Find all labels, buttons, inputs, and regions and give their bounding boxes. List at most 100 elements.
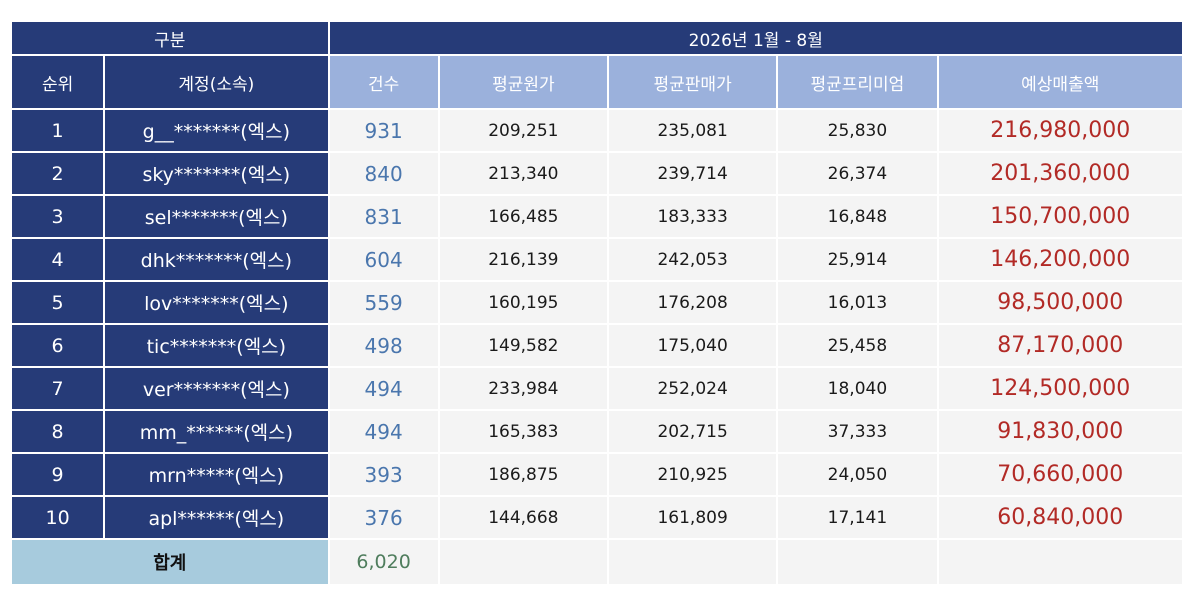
cell-avg-cost: 144,668 [439, 497, 607, 538]
cell-count: 498 [329, 325, 438, 366]
cell-count: 931 [329, 110, 438, 151]
cell-avg-price: 202,715 [608, 411, 777, 452]
cell-rank: 1 [12, 110, 104, 151]
cell-avg-price: 242,053 [608, 239, 777, 280]
total-count: 6,020 [329, 540, 438, 584]
cell-avg-price: 183,333 [608, 196, 777, 237]
cell-avg-price: 175,040 [608, 325, 777, 366]
table-row: 10 apl******(엑스) 376 144,668 161,809 17,141 60… [12, 497, 1182, 538]
cell-avg-premium: 24,050 [778, 454, 937, 495]
table-row: 2 sky*******(엑스) 840 213,340 239,714 26,374 20… [12, 153, 1182, 194]
cell-rank: 5 [12, 282, 104, 323]
total-label: 합계 [12, 540, 328, 584]
cell-account: apl******(엑스) [105, 497, 328, 538]
total-empty-cell [608, 540, 777, 584]
column-header-account: 계정(소속) [105, 56, 328, 108]
cell-expected-revenue: 70,660,000 [938, 454, 1182, 495]
cell-count: 840 [329, 153, 438, 194]
cell-avg-cost: 165,383 [439, 411, 607, 452]
cell-avg-price: 176,208 [608, 282, 777, 323]
cell-rank: 9 [12, 454, 104, 495]
group-header: 구분 [12, 22, 328, 54]
cell-rank: 4 [12, 239, 104, 280]
ranking-table-container: 구분 2026년 1월 - 8월 순위 계정(소속) 건수 평균원가 평균판매가… [12, 20, 1184, 586]
cell-expected-revenue: 60,840,000 [938, 497, 1182, 538]
total-empty-cell [439, 540, 607, 584]
cell-avg-premium: 26,374 [778, 153, 937, 194]
table-row: 4 dhk*******(엑스) 604 216,139 242,053 25,914 14… [12, 239, 1182, 280]
table-row: 1 g__*******(엑스) 931 209,251 235,081 25,830 21… [12, 110, 1182, 151]
cell-avg-cost: 149,582 [439, 325, 607, 366]
column-header-avg-cost: 평균원가 [439, 56, 607, 108]
cell-avg-price: 252,024 [608, 368, 777, 409]
cell-avg-premium: 16,848 [778, 196, 937, 237]
cell-rank: 3 [12, 196, 104, 237]
cell-expected-revenue: 150,700,000 [938, 196, 1182, 237]
cell-expected-revenue: 201,360,000 [938, 153, 1182, 194]
cell-expected-revenue: 216,980,000 [938, 110, 1182, 151]
cell-avg-price: 210,925 [608, 454, 777, 495]
cell-avg-cost: 216,139 [439, 239, 607, 280]
cell-avg-premium: 17,141 [778, 497, 937, 538]
period-header: 2026년 1월 - 8월 [329, 22, 1182, 54]
cell-expected-revenue: 98,500,000 [938, 282, 1182, 323]
cell-account: g__*******(엑스) [105, 110, 328, 151]
cell-avg-cost: 213,340 [439, 153, 607, 194]
cell-avg-premium: 25,458 [778, 325, 937, 366]
table-row: 6 tic*******(엑스) 498 149,582 175,040 25,458 87… [12, 325, 1182, 366]
total-row: 합계 6,020 [12, 540, 1182, 584]
cell-count: 604 [329, 239, 438, 280]
header-row-columns: 순위 계정(소속) 건수 평균원가 평균판매가 평균프리미엄 예상매출액 [12, 56, 1182, 108]
cell-rank: 10 [12, 497, 104, 538]
cell-rank: 2 [12, 153, 104, 194]
total-empty-cell [938, 540, 1182, 584]
cell-account: ver*******(엑스) [105, 368, 328, 409]
cell-avg-premium: 18,040 [778, 368, 937, 409]
cell-count: 393 [329, 454, 438, 495]
cell-avg-price: 235,081 [608, 110, 777, 151]
cell-account: dhk*******(엑스) [105, 239, 328, 280]
column-header-avg-price: 평균판매가 [608, 56, 777, 108]
cell-avg-premium: 25,830 [778, 110, 937, 151]
table-row: 3 sel*******(엑스) 831 166,485 183,333 16,848 15… [12, 196, 1182, 237]
cell-count: 376 [329, 497, 438, 538]
column-header-expected-revenue: 예상매출액 [938, 56, 1182, 108]
cell-account: mm_******(엑스) [105, 411, 328, 452]
cell-avg-price: 161,809 [608, 497, 777, 538]
cell-avg-price: 239,714 [608, 153, 777, 194]
header-row-group: 구분 2026년 1월 - 8월 [12, 22, 1182, 54]
cell-account: lov*******(엑스) [105, 282, 328, 323]
cell-avg-cost: 160,195 [439, 282, 607, 323]
cell-count: 494 [329, 411, 438, 452]
ranking-table: 구분 2026년 1월 - 8월 순위 계정(소속) 건수 평균원가 평균판매가… [10, 20, 1184, 586]
cell-avg-cost: 166,485 [439, 196, 607, 237]
table-row: 7 ver*******(엑스) 494 233,984 252,024 18,040 12… [12, 368, 1182, 409]
cell-avg-premium: 16,013 [778, 282, 937, 323]
cell-rank: 6 [12, 325, 104, 366]
cell-count: 559 [329, 282, 438, 323]
cell-avg-cost: 209,251 [439, 110, 607, 151]
cell-account: sky*******(엑스) [105, 153, 328, 194]
table-row: 5 lov*******(엑스) 559 160,195 176,208 16,013 98… [12, 282, 1182, 323]
cell-avg-cost: 186,875 [439, 454, 607, 495]
table-row: 9 mrn*****(엑스) 393 186,875 210,925 24,050 70,6… [12, 454, 1182, 495]
cell-account: mrn*****(엑스) [105, 454, 328, 495]
cell-rank: 7 [12, 368, 104, 409]
cell-avg-premium: 37,333 [778, 411, 937, 452]
total-empty-cell [778, 540, 937, 584]
cell-account: sel*******(엑스) [105, 196, 328, 237]
column-header-avg-premium: 평균프리미엄 [778, 56, 937, 108]
cell-count: 831 [329, 196, 438, 237]
table-row: 8 mm_******(엑스) 494 165,383 202,715 37,333 91,… [12, 411, 1182, 452]
cell-avg-cost: 233,984 [439, 368, 607, 409]
column-header-rank: 순위 [12, 56, 104, 108]
cell-expected-revenue: 91,830,000 [938, 411, 1182, 452]
cell-avg-premium: 25,914 [778, 239, 937, 280]
cell-expected-revenue: 146,200,000 [938, 239, 1182, 280]
cell-expected-revenue: 87,170,000 [938, 325, 1182, 366]
cell-account: tic*******(엑스) [105, 325, 328, 366]
cell-count: 494 [329, 368, 438, 409]
cell-expected-revenue: 124,500,000 [938, 368, 1182, 409]
column-header-count: 건수 [329, 56, 438, 108]
cell-rank: 8 [12, 411, 104, 452]
